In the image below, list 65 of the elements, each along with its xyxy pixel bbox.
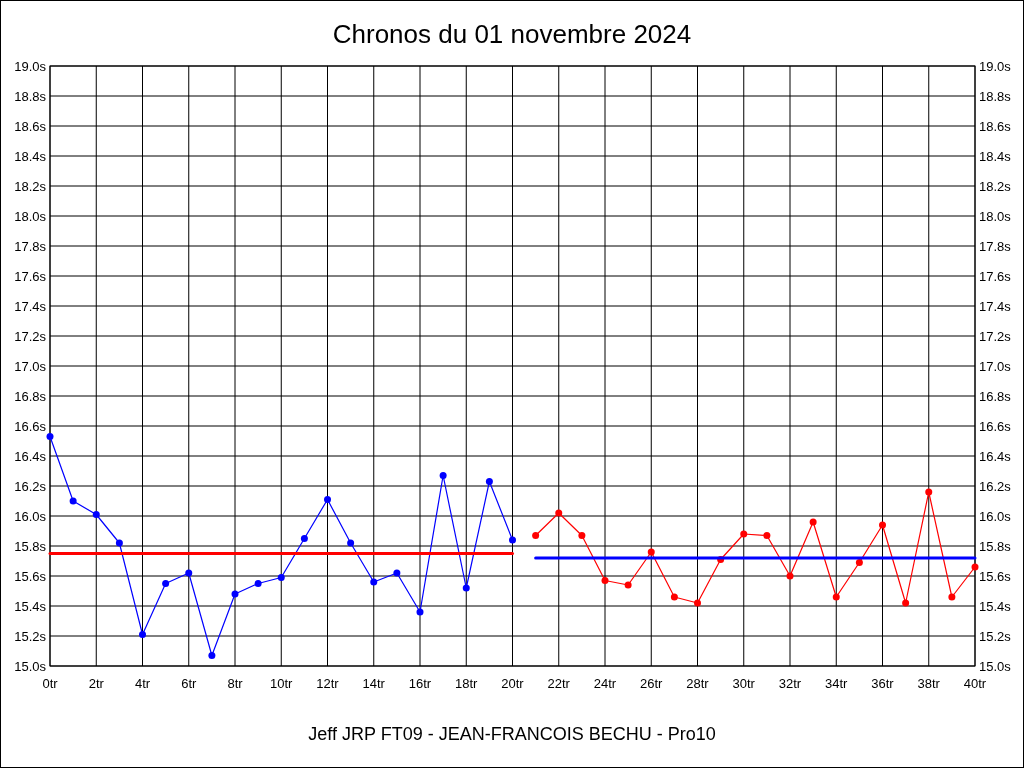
y-tick-label: 16.6s [14,418,47,434]
y2-tick-label: 15.2s [979,628,1012,644]
x-tick-label: 4tr [134,676,151,691]
y-tick-label: 16.8s [14,388,47,404]
x-tick-label: 10tr [270,676,294,691]
y2-tick-label: 17.2s [979,328,1012,344]
x-tick-label: 24tr [593,676,617,691]
y2-tick-label: 17.4s [979,298,1012,314]
x-tick-label: 38tr [917,676,941,691]
y-tick-label: 15.4s [14,598,47,614]
y2-tick-label: 15.0s [979,658,1012,674]
y-tick-label: 15.0s [14,658,47,674]
y2-tick-label: 19.0s [979,58,1012,74]
x-tick-label: 26tr [640,676,664,691]
x-tick-label: 22tr [547,676,571,691]
y2-tick-label: 17.6s [979,268,1012,284]
y2-tick-label: 18.0s [979,208,1012,224]
y2-tick-label: 16.4s [979,448,1012,464]
x-tick-label: 12tr [316,676,340,691]
x-tick-label: 14tr [362,676,386,691]
y2-tick-label: 16.0s [979,508,1012,524]
y-tick-label: 16.4s [14,448,47,464]
y2-tick-label: 15.8s [979,538,1012,554]
y-tick-label: 18.2s [14,178,47,194]
y-tick-label: 17.8s [14,238,47,254]
y-tick-label: 19.0s [14,58,47,74]
y2-tick-label: 16.2s [979,478,1012,494]
x-tick-label: 2tr [88,676,105,691]
x-tick-label: 16tr [408,676,432,691]
y-tick-label: 18.0s [14,208,47,224]
chart-title: Chronos du 01 novembre 2024 [332,19,692,49]
y2-tick-label: 18.4s [979,148,1012,164]
y-tick-label: 16.0s [14,508,47,524]
x-tick-label: 8tr [227,676,244,691]
x-axis-title: Jeff JRP FT09 - JEAN-FRANCOIS BECHU - Pro10 [308,724,716,744]
y-tick-label: 18.8s [14,88,47,104]
x-tick-label: 40tr [963,676,987,691]
x-tick-label: 30tr [732,676,756,691]
y-tick-label: 17.2s [14,328,47,344]
y-tick-label: 15.8s [14,538,47,554]
y2-tick-label: 16.8s [979,388,1012,404]
x-tick-label: 32tr [778,676,802,691]
y-tick-label: 17.6s [14,268,47,284]
y2-tick-label: 17.0s [979,358,1012,374]
x-tick-label: 28tr [686,676,710,691]
x-tick-label: 0tr [42,676,59,691]
y2-tick-label: 15.4s [979,598,1012,614]
y2-tick-label: 15.6s [979,568,1012,584]
y-tick-label: 18.4s [14,148,47,164]
x-tick-label: 20tr [501,676,525,691]
y2-tick-label: 18.6s [979,118,1012,134]
y-tick-label: 18.6s [14,118,47,134]
y-tick-label: 17.0s [14,358,47,374]
y2-tick-label: 18.2s [979,178,1012,194]
y2-tick-label: 17.8s [979,238,1012,254]
y2-tick-label: 18.8s [979,88,1012,104]
x-tick-label: 18tr [455,676,479,691]
y2-tick-label: 16.6s [979,418,1012,434]
y-tick-label: 17.4s [14,298,47,314]
x-tick-label: 6tr [181,676,198,691]
x-tick-label: 34tr [825,676,849,691]
y-tick-label: 15.6s [14,568,47,584]
y-tick-label: 15.2s [14,628,47,644]
y-tick-label: 16.2s [14,478,47,494]
x-tick-label: 36tr [871,676,895,691]
